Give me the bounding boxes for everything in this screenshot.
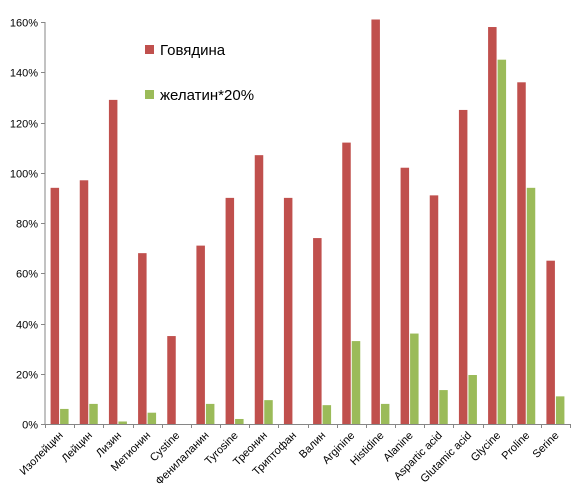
y-tick-label: 80% [16,219,38,231]
bar-zhelatin [147,412,157,424]
legend-swatch [145,45,154,54]
bar-govyadina [342,142,351,424]
bar-zhelatin [60,408,69,424]
bar-zhelatin [205,403,215,424]
bar-govyadina [371,19,380,425]
bar-govyadina [517,82,526,425]
bar-zhelatin [264,400,273,424]
x-tick-label: Proline [500,430,533,463]
bar-govyadina [546,260,555,424]
bar-govyadina [458,109,468,424]
x-tick-label: Изолейцин [18,430,66,478]
bar-govyadina [79,180,89,424]
bar-zhelatin [410,333,419,424]
bar-govyadina [400,167,410,424]
y-tick-label: 20% [16,370,38,382]
bar-zhelatin [497,59,507,424]
bar-zhelatin [526,187,536,424]
y-tick-label: 120% [10,119,38,131]
bar-govyadina [167,336,176,424]
y-tick-label: 40% [16,320,38,332]
y-axis: 0% 20% 40% 60% 80% 100% 120% 140% 160% [10,18,46,432]
bar-govyadina [108,99,118,424]
bar-govyadina [138,253,147,424]
legend-swatch [145,90,154,99]
bars [50,19,565,425]
legend-label: желатин*20% [160,87,254,104]
bar-govyadina [313,238,322,424]
bar-govyadina [196,245,205,424]
x-tick-label: Лейцин [60,430,95,465]
y-tick-label: 100% [10,169,38,181]
legend-label: Говядина [160,42,226,59]
bar-zhelatin [468,375,477,424]
bar-govyadina [429,195,439,424]
bar-zhelatin [235,418,244,424]
x-tick-label: Glycine [469,430,503,464]
bar-govyadina [50,187,60,424]
bar-govyadina [254,155,264,424]
bar-zhelatin [351,341,361,424]
bar-zhelatin [555,396,565,424]
y-tick-label: 140% [10,68,38,80]
bar-govyadina [488,27,497,425]
bar-govyadina [225,197,235,424]
y-tick-label: 0% [22,420,38,432]
y-tick-label: 160% [10,18,38,30]
bar-zhelatin [380,403,390,424]
bar-zhelatin [89,403,98,424]
y-tick-label: 60% [16,269,38,281]
bar-zhelatin [118,421,127,424]
bar-zhelatin [439,390,448,424]
bar-zhelatin [322,405,332,424]
bar-govyadina [283,197,293,424]
x-tick-label: Serine [531,430,562,461]
legend: Говядина желатин*20% [145,42,254,104]
